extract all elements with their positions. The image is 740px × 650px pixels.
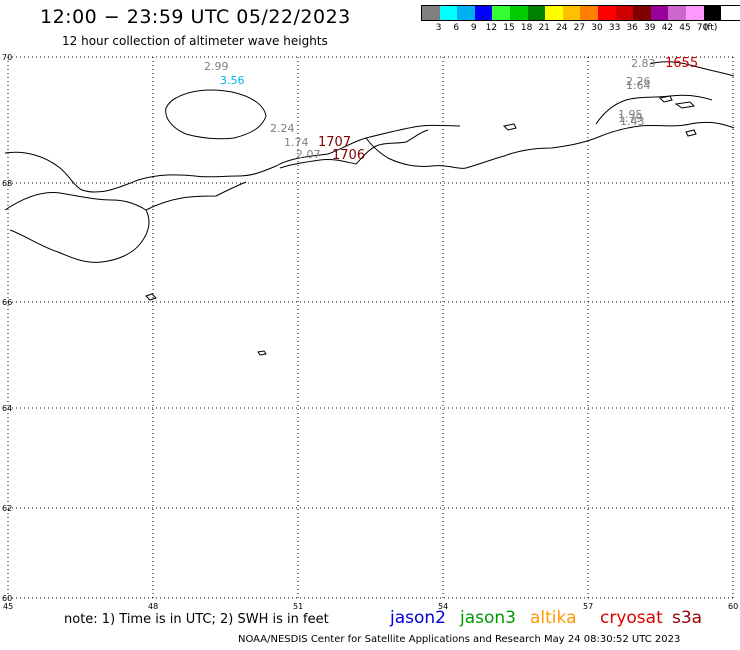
small-island-1 xyxy=(145,293,157,301)
coastline-mainland xyxy=(4,121,735,263)
observation-label: 2.24 xyxy=(270,122,295,135)
observation-label: 3.56 xyxy=(220,74,245,87)
legend-swatch xyxy=(439,6,458,20)
longitude-tick-label: 60 xyxy=(728,602,738,611)
legend-label: 36 xyxy=(626,23,638,33)
legend-swatch xyxy=(633,6,651,20)
legend-label: (ft) xyxy=(703,23,718,33)
kolguev-island xyxy=(165,89,267,140)
observation-label: 1706 xyxy=(332,148,365,163)
satellite-name: s3a xyxy=(672,608,703,628)
coastline-east xyxy=(595,61,735,125)
legend-swatch xyxy=(492,6,510,20)
latitude-tick-label: 70 xyxy=(2,53,12,62)
legend-swatch xyxy=(457,6,475,20)
longitude-tick-label: 54 xyxy=(438,602,448,611)
observation-label: 1.74 xyxy=(284,136,309,149)
legend-swatch xyxy=(668,6,686,20)
latitude-tick-label: 62 xyxy=(2,504,12,513)
observation-label: 1.95 xyxy=(618,108,643,121)
satellite-name: jason2 xyxy=(390,608,446,628)
legend-label: 42 xyxy=(661,23,674,33)
legend-label: 39 xyxy=(644,23,656,33)
legend-swatch xyxy=(650,6,669,20)
legend-label: 45 xyxy=(679,23,691,33)
footer-note: note: 1) Time is in UTC; 2) SWH is in fe… xyxy=(64,612,329,627)
latitude-tick-label: 68 xyxy=(2,179,12,188)
legend-label: 12 xyxy=(485,23,498,33)
chart-subtitle: 12 hour collection of altimeter wave hei… xyxy=(62,34,328,48)
legend-swatch xyxy=(615,6,634,20)
legend-label: 24 xyxy=(556,23,568,33)
observation-label: 2.26 xyxy=(626,75,651,88)
legend-swatch xyxy=(545,6,563,20)
legend-swatch xyxy=(509,6,528,20)
legend-swatch xyxy=(562,6,581,20)
lat-lon-grid xyxy=(7,56,734,599)
latitude-tick-label: 66 xyxy=(2,298,12,307)
longitude-tick-label: 51 xyxy=(293,602,303,611)
latitude-tick-label: 60 xyxy=(2,594,12,603)
islets-east-1 xyxy=(658,95,673,103)
satellite-name: altika xyxy=(530,608,577,628)
legend-swatch xyxy=(474,6,493,20)
legend-label: 30 xyxy=(591,23,603,33)
legend-label: 33 xyxy=(608,23,621,33)
chart-title: 12:00 − 23:59 UTC 05/22/2023 xyxy=(40,6,351,28)
legend-swatch xyxy=(580,6,598,20)
legend-swatch xyxy=(703,6,722,20)
observation-label: 2.07 xyxy=(296,148,321,161)
legend-label: 6 xyxy=(453,23,460,33)
observation-label: 2.99 xyxy=(204,60,229,73)
observation-label: 1.79 xyxy=(618,112,643,125)
latitude-tick-label: 64 xyxy=(2,404,12,413)
legend-label: 15 xyxy=(503,23,515,33)
observation-label: 1655 xyxy=(665,56,698,71)
legend-swatch xyxy=(422,6,440,20)
legend-labels: 3 6 9 12 15 18 21 24 27 30 33 36 39 42 45 70 (ft) xyxy=(421,21,740,35)
satellite-name: jason3 xyxy=(460,608,516,628)
legend-swatch xyxy=(685,6,704,20)
longitude-tick-label: 57 xyxy=(583,602,593,611)
legend-swatch xyxy=(597,6,616,20)
satellite-name: cryosat xyxy=(600,608,663,628)
legend-label: 70 xyxy=(696,23,709,33)
color-scale-legend: 3 6 9 12 15 18 21 24 27 30 33 36 39 42 45 70 (ft) xyxy=(421,5,740,35)
islets-east-3 xyxy=(502,123,517,131)
legend-swatches xyxy=(421,5,740,21)
legend-label: 18 xyxy=(520,23,533,33)
observation-label: 1.43 xyxy=(620,115,645,128)
longitude-tick-label: 48 xyxy=(148,602,158,611)
islets-east-2 xyxy=(674,101,696,109)
coastline xyxy=(4,61,735,356)
coastline-kanin-bay xyxy=(279,129,429,169)
observation-label: 1707 xyxy=(318,135,351,150)
legend-label: 27 xyxy=(573,23,586,33)
legend-label: 9 xyxy=(470,23,477,33)
legend-label: 3 xyxy=(435,23,442,33)
small-island-2 xyxy=(257,350,267,356)
legend-label: 21 xyxy=(538,23,550,33)
observation-label: 2.83 xyxy=(631,57,656,70)
longitude-tick-label: 45 xyxy=(3,602,13,611)
legend-swatch xyxy=(527,6,546,20)
observation-label: 1.64 xyxy=(626,79,651,92)
islets-east-4 xyxy=(685,129,697,137)
credit-line: NOAA/NESDIS Center for Satellite Applica… xyxy=(238,634,681,645)
